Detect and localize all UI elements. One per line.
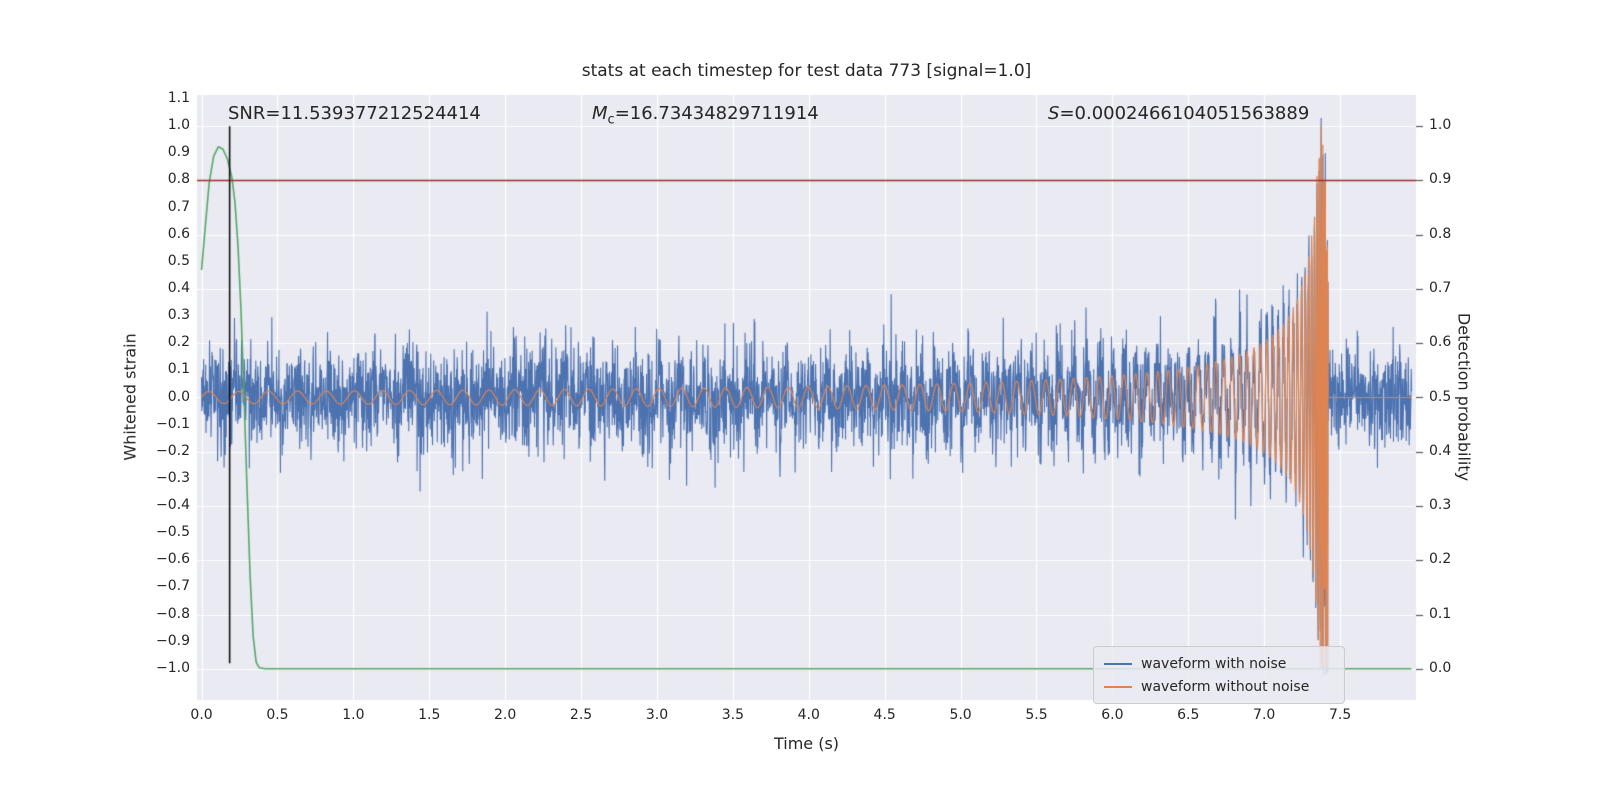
chirp-mass-symbol: M	[592, 103, 608, 124]
y-tick-label-right: 0.1	[1429, 605, 1452, 622]
legend-item-waveform-without-noise: waveform without noise	[1104, 675, 1334, 698]
y-tick-label-left: −0.4	[156, 497, 190, 514]
y-tick-label-left: 1.1	[167, 90, 190, 107]
annotation-s-statistic: S=0.0002466104051563889	[1048, 103, 1309, 124]
y-tick-label-left: 0.1	[167, 361, 190, 378]
y-tick-label-right: 0.4	[1429, 442, 1452, 459]
s-statistic-symbol: S	[1048, 103, 1060, 124]
y-tick-label-left: −0.5	[156, 524, 190, 541]
x-tick-label: 2.5	[569, 707, 593, 723]
y-tick-label-left: 0.6	[167, 225, 190, 242]
y-tick-label-right: 0.5	[1429, 388, 1452, 405]
y-tick-label-left: −0.9	[156, 632, 190, 649]
x-tick-label: 6.0	[1101, 707, 1124, 723]
y-tick-label-left: −0.7	[156, 578, 190, 595]
y-axis-label-left: Whitened strain	[120, 333, 140, 461]
y-tick-label-left: −1.0	[156, 659, 190, 676]
y-tick-label-right: 0.3	[1429, 497, 1452, 514]
y-tick-label-right: 0.6	[1429, 334, 1452, 351]
y-tick-label-left: −0.6	[156, 551, 190, 568]
y-tick-label-left: 0.5	[167, 252, 190, 269]
y-tick-label-left: 1.0	[167, 117, 190, 134]
x-tick-label: 7.5	[1328, 707, 1352, 723]
y-tick-label-left: −0.8	[156, 605, 190, 622]
y-tick-label-left: 0.9	[167, 144, 190, 161]
y-tick-label-left: 0.8	[167, 171, 190, 188]
x-tick-label: 0.0	[190, 707, 213, 723]
chirp-mass-value: =16.73434829711914	[614, 103, 819, 124]
x-tick-label: 1.0	[342, 707, 365, 723]
y-tick-label-right: 0.8	[1429, 225, 1452, 242]
x-tick-label: 4.0	[797, 707, 820, 723]
annotation-chirp-mass: Mc=16.73434829711914	[592, 103, 819, 128]
y-axis-label-right: Detection probability	[1454, 312, 1474, 482]
y-tick-label-left: 0.0	[167, 388, 190, 405]
x-tick-label: 1.5	[418, 707, 441, 723]
y-tick-label-right: 1.0	[1429, 117, 1452, 134]
y-tick-label-left: 0.4	[167, 279, 190, 296]
x-tick-label: 2.0	[494, 707, 517, 723]
chart-title: stats at each timestep for test data 773…	[581, 61, 1032, 81]
x-tick-label: 3.0	[645, 707, 669, 723]
legend: waveform with noise waveform without noi…	[1093, 646, 1345, 704]
x-tick-label: 7.0	[1253, 707, 1276, 723]
y-tick-label-left: −0.3	[156, 469, 190, 486]
x-tick-label: 6.5	[1177, 707, 1200, 723]
chirp-mass-subscript: c	[607, 112, 615, 128]
y-tick-label-right: 0.7	[1429, 279, 1452, 296]
legend-label: waveform with noise	[1141, 655, 1287, 672]
x-tick-label: 4.5	[873, 707, 896, 723]
x-tick-label: 5.5	[1025, 707, 1048, 723]
legend-line-sample-orange	[1104, 685, 1132, 688]
y-tick-label-left: 0.3	[167, 307, 190, 324]
y-tick-label-left: 0.7	[167, 198, 190, 215]
y-tick-label-right: 0.0	[1429, 659, 1452, 676]
annotation-snr: SNR=11.539377212524414	[228, 103, 481, 124]
x-axis-label: Time (s)	[773, 734, 840, 753]
y-tick-label-left: 0.2	[167, 334, 190, 351]
x-tick-label: 0.5	[266, 707, 289, 723]
y-tick-label-right: 0.2	[1429, 551, 1452, 568]
y-tick-label-right: 0.9	[1429, 171, 1452, 188]
legend-label: waveform without noise	[1141, 678, 1310, 695]
legend-line-sample-blue	[1104, 662, 1132, 665]
x-tick-label: 3.5	[721, 707, 744, 723]
legend-item-waveform-with-noise: waveform with noise	[1104, 652, 1334, 675]
x-tick-label: 5.0	[949, 707, 972, 723]
s-statistic-value: =0.0002466104051563889	[1059, 103, 1310, 124]
y-tick-label-left: −0.2	[156, 442, 190, 459]
y-tick-label-left: −0.1	[156, 415, 190, 432]
